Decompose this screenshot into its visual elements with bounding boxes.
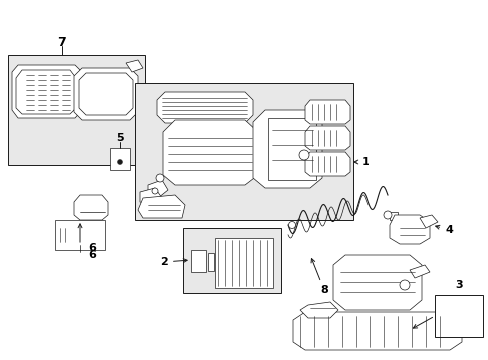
Bar [434,295,482,337]
Bar [267,118,315,180]
Polygon shape [140,188,162,205]
Circle shape [298,150,308,160]
Circle shape [288,221,295,229]
Polygon shape [305,100,349,124]
Text: 4: 4 [435,225,452,235]
Polygon shape [126,60,142,72]
Circle shape [399,280,409,290]
Polygon shape [148,180,168,198]
Circle shape [156,174,163,182]
Bar [135,83,352,220]
Polygon shape [16,70,76,114]
Text: 3: 3 [454,280,462,290]
Polygon shape [12,65,82,118]
Polygon shape [332,255,421,310]
Polygon shape [138,195,184,218]
Bar [215,238,272,288]
Text: 1: 1 [353,157,369,167]
Bar [207,253,214,271]
Polygon shape [305,152,349,176]
Text: 6: 6 [88,243,96,253]
Bar [8,55,145,165]
Polygon shape [74,195,108,220]
Polygon shape [409,265,429,278]
Polygon shape [163,120,258,185]
Bar [389,212,397,220]
Polygon shape [305,126,349,150]
Text: 8: 8 [310,258,327,295]
Polygon shape [157,92,252,123]
Polygon shape [79,73,133,115]
Circle shape [152,188,158,194]
Bar [110,148,130,170]
Polygon shape [292,312,461,350]
Polygon shape [389,215,429,244]
Polygon shape [74,68,138,120]
Text: 6: 6 [88,250,96,260]
Polygon shape [419,215,437,228]
Bar [55,220,105,250]
Text: 2: 2 [160,257,187,267]
Polygon shape [299,302,337,318]
Text: 7: 7 [58,36,66,49]
Bar [183,228,281,293]
Circle shape [117,159,122,165]
Text: 5: 5 [116,133,123,143]
Bar [191,250,205,272]
Polygon shape [252,110,321,188]
Circle shape [383,211,391,219]
